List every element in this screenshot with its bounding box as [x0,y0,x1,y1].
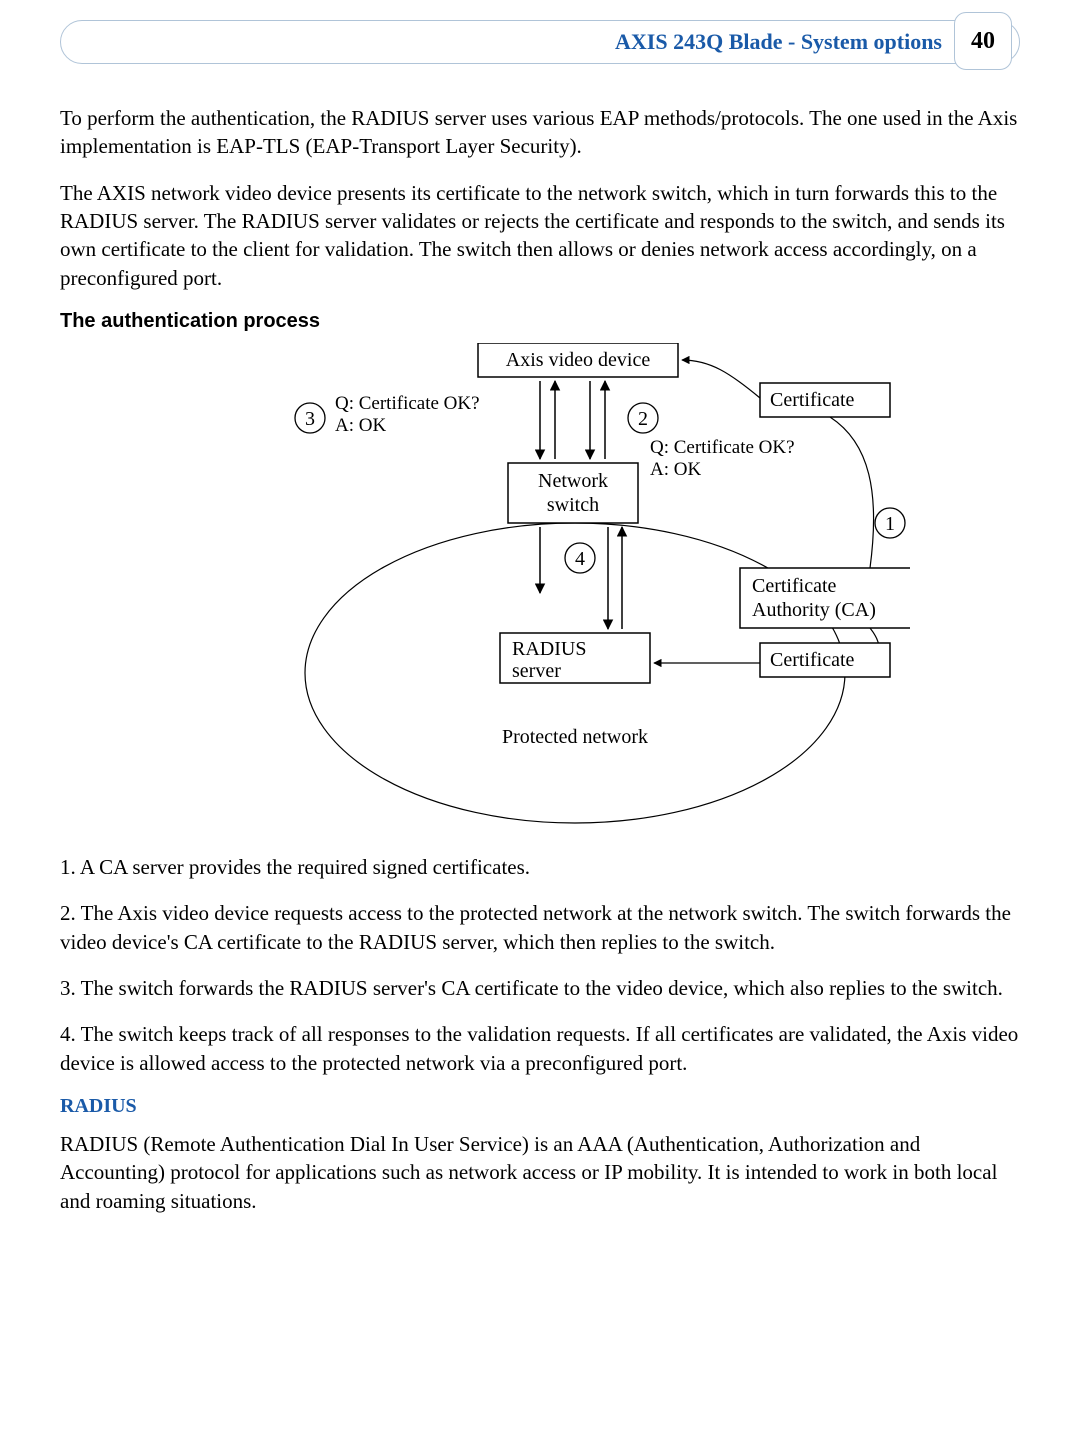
header-title: AXIS 243Q Blade - System options [615,20,942,64]
diagram-node-axis-device: Axis video device [506,349,651,371]
diagram-label-protected-network: Protected network [502,726,648,748]
diagram-node-radius-2: server [512,660,561,682]
paragraph-intro-1: To perform the authentication, the RADIU… [60,104,1020,161]
diagram-step-2: 2 [638,408,648,430]
diagram-step-1: 1 [885,513,895,535]
paragraph-intro-2: The AXIS network video device presents i… [60,179,1020,292]
diagram-qa-left-q: Q: Certificate OK? [335,393,480,414]
page-number: 40 [954,12,1012,70]
diagram-node-network-switch-2: switch [547,494,599,516]
diagram-node-ca-1: Certificate [752,575,837,597]
step-text-3: 3. The switch forwards the RADIUS server… [60,974,1020,1002]
diagram-node-radius-1: RADIUS [512,638,586,660]
diagram-qa-right-q: Q: Certificate OK? [650,437,795,458]
diagram-step-3: 3 [305,408,315,430]
diagram-node-ca-2: Authority (CA) [752,599,876,621]
step-text-1: 1. A CA server provides the required sig… [60,853,1020,881]
diagram-node-cert-top: Certificate [770,389,855,411]
step-text-4: 4. The switch keeps track of all respons… [60,1020,1020,1077]
page-header: AXIS 243Q Blade - System options 40 [60,20,1020,64]
diagram-node-network-switch-1: Network [538,470,608,492]
subheading-auth-process: The authentication process [60,310,1020,333]
diagram-qa-right-a: A: OK [650,459,701,480]
section-heading-radius: RADIUS [60,1095,1020,1118]
auth-process-diagram: Protected network Axis video device [60,343,1020,833]
diagram-qa-left-a: A: OK [335,415,386,436]
diagram-node-cert-bottom: Certificate [770,649,855,671]
diagram-step-4: 4 [575,548,585,570]
step-text-2: 2. The Axis video device requests access… [60,899,1020,956]
paragraph-radius: RADIUS (Remote Authentication Dial In Us… [60,1130,1020,1215]
